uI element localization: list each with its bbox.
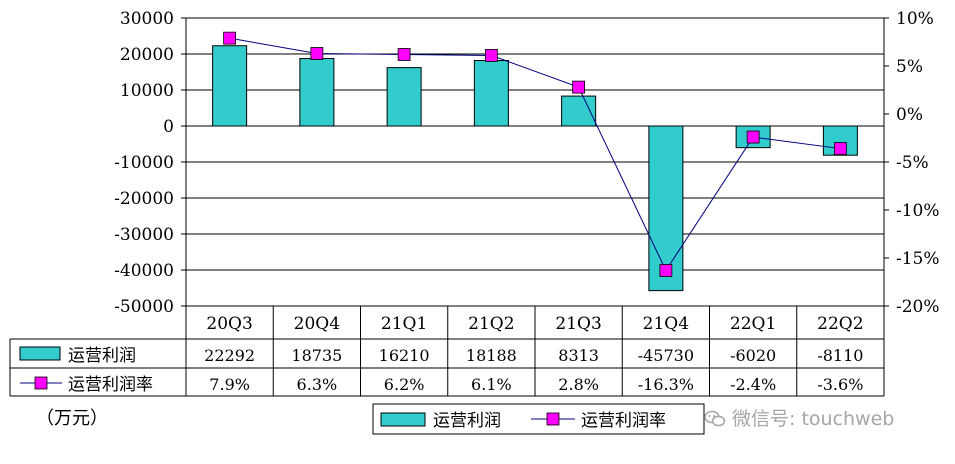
marker-22Q2 bbox=[833, 142, 847, 155]
y-tick-label: 10000 bbox=[120, 81, 174, 101]
y2-tick-label: 10% bbox=[896, 9, 934, 29]
table-key-bar bbox=[19, 346, 61, 361]
x-tick-label: 22Q2 bbox=[817, 314, 863, 334]
table-cell-value: 18735 bbox=[291, 346, 342, 365]
bar-22Q2 bbox=[822, 125, 858, 156]
marker-22Q1 bbox=[746, 130, 760, 144]
table-cell-value: -6020 bbox=[730, 346, 776, 365]
legend-label: 运营利润 bbox=[433, 411, 501, 431]
x-tick-label: 20Q4 bbox=[294, 314, 340, 334]
watermark: 微信号: touchweb bbox=[704, 404, 894, 431]
y2-tick-label: -10% bbox=[896, 201, 940, 221]
marker-21Q2 bbox=[484, 49, 498, 62]
bar-21Q4 bbox=[648, 125, 684, 292]
x-tick-label: 20Q3 bbox=[206, 314, 252, 334]
y-tick-label: 0 bbox=[163, 117, 174, 137]
y2-tick-label: 0% bbox=[896, 105, 923, 125]
x-tick-label: 21Q3 bbox=[555, 314, 601, 334]
table-cell-value: -45730 bbox=[638, 346, 694, 365]
legend-label: 运营利润率 bbox=[581, 411, 666, 431]
table-cell-value: 2.8% bbox=[558, 375, 599, 394]
table-cell-value: -2.4% bbox=[730, 375, 776, 394]
table-row-header: 运营利润率 bbox=[68, 375, 153, 395]
legend-key-marker bbox=[546, 412, 560, 426]
table-cell-value: 18188 bbox=[466, 346, 517, 365]
y-tick-label: 20000 bbox=[120, 45, 174, 65]
marker-21Q4 bbox=[659, 264, 673, 277]
bar-20Q3 bbox=[212, 45, 248, 127]
x-tick-label: 21Q4 bbox=[643, 314, 689, 334]
table-row-header: 运营利润 bbox=[68, 346, 136, 366]
table-cell-value: -3.6% bbox=[817, 375, 863, 394]
bar-21Q1 bbox=[386, 67, 422, 127]
y2-tick-label: -5% bbox=[896, 153, 929, 173]
wechat-icon bbox=[704, 410, 726, 427]
y-tick-label: 30000 bbox=[120, 9, 174, 29]
y2-tick-label: 5% bbox=[896, 57, 923, 77]
table-key-marker bbox=[34, 376, 48, 390]
marker-20Q3 bbox=[223, 31, 237, 45]
x-tick-label: 22Q1 bbox=[730, 314, 776, 334]
x-tick-label: 21Q2 bbox=[468, 314, 514, 334]
table-cell-value: -8110 bbox=[817, 346, 863, 365]
table-cell-value: 6.2% bbox=[384, 375, 425, 394]
table-cell-value: 22292 bbox=[204, 346, 255, 365]
table-cell-value: -16.3% bbox=[638, 375, 694, 394]
unit-label: （万元） bbox=[36, 408, 108, 429]
table-cell-value: 8313 bbox=[558, 346, 599, 365]
table-cell-value: 6.3% bbox=[297, 375, 338, 394]
marker-21Q1 bbox=[397, 48, 411, 61]
legend-key-bar bbox=[380, 412, 426, 427]
y-tick-label: -10000 bbox=[114, 153, 174, 173]
y-tick-label: -40000 bbox=[114, 261, 174, 281]
table-cell-value: 6.1% bbox=[471, 375, 512, 394]
y2-tick-label: -20% bbox=[896, 297, 940, 317]
line-series-operating-margin bbox=[229, 37, 841, 272]
y-tick-label: -50000 bbox=[114, 297, 174, 317]
watermark-text: 微信号: touchweb bbox=[732, 408, 895, 430]
y-tick-label: -30000 bbox=[114, 225, 174, 245]
marker-21Q3 bbox=[572, 80, 586, 94]
table-cell-value: 7.9% bbox=[209, 375, 250, 394]
table-cell-value: 16210 bbox=[379, 346, 430, 365]
x-tick-label: 21Q1 bbox=[381, 314, 427, 334]
y2-tick-label: -15% bbox=[896, 249, 940, 269]
y-tick-label: -20000 bbox=[114, 189, 174, 209]
marker-20Q4 bbox=[310, 47, 324, 60]
bar-20Q4 bbox=[299, 58, 335, 127]
bar-21Q2 bbox=[473, 60, 509, 127]
